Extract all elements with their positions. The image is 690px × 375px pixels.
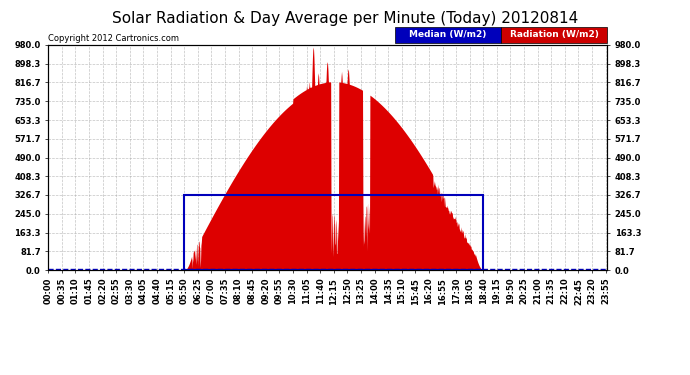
FancyBboxPatch shape <box>395 27 501 43</box>
Text: Solar Radiation & Day Average per Minute (Today) 20120814: Solar Radiation & Day Average per Minute… <box>112 11 578 26</box>
Text: Median (W/m2): Median (W/m2) <box>409 30 486 39</box>
Bar <box>184 195 483 270</box>
FancyBboxPatch shape <box>501 27 607 43</box>
Text: Radiation (W/m2): Radiation (W/m2) <box>510 30 598 39</box>
Text: Copyright 2012 Cartronics.com: Copyright 2012 Cartronics.com <box>48 34 179 43</box>
